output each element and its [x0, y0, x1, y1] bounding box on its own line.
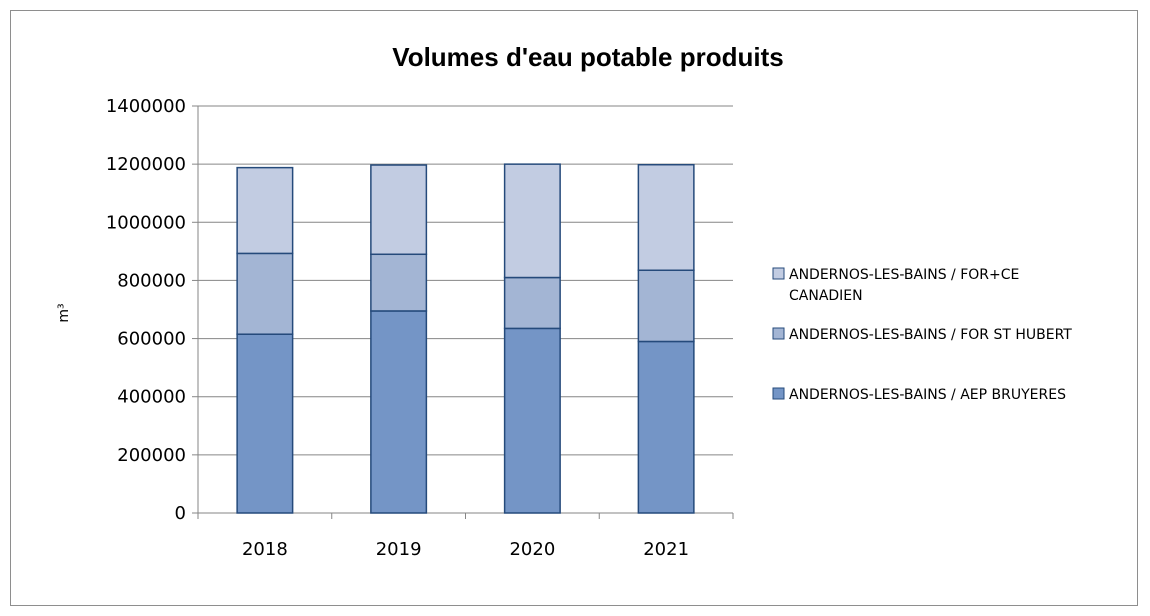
bar-segment	[236, 252, 294, 335]
bar-segment	[503, 327, 561, 514]
chart-title: Volumes d'eau potable produits	[392, 42, 783, 72]
legend-swatch	[772, 387, 785, 400]
bar-segment	[637, 163, 695, 272]
bar-segment	[637, 269, 695, 343]
y-axis: 0 200000 400000 600000 800000 1000000 1200000 1…	[106, 96, 199, 524]
y-tick-label: 800000	[117, 270, 186, 291]
legend-label: ANDERNOS-LES-BAINS / FOR+CE	[789, 267, 1019, 283]
bars	[236, 163, 695, 514]
x-tick-label: 2021	[643, 539, 689, 560]
x-axis: 2018 2019 2020 2021	[197, 512, 734, 560]
x-tick-label: 2019	[376, 539, 422, 560]
y-tick-label: 1400000	[106, 96, 186, 117]
legend-label: ANDERNOS-LES-BAINS / AEP BRUYERES	[789, 387, 1066, 403]
y-axis-label: m³	[56, 303, 72, 322]
y-tick-label: 600000	[117, 329, 186, 350]
legend: ANDERNOS-LES-BAINS / FOR+CE CANADIEN ANDER…	[772, 267, 1072, 403]
y-tick-label: 200000	[117, 445, 186, 466]
y-tick-label: 1200000	[106, 154, 186, 175]
bar-segment	[236, 333, 294, 514]
bar-segment	[370, 310, 428, 514]
legend-swatch	[772, 327, 785, 340]
bar-segment	[236, 166, 294, 255]
bar-segment	[637, 340, 695, 514]
bar-segment	[503, 163, 561, 279]
bar-segment	[503, 276, 561, 330]
legend-swatch	[772, 267, 785, 280]
y-tick-label: 1000000	[106, 212, 186, 233]
y-tick-label: 0	[175, 503, 186, 524]
y-tick-label: 400000	[117, 387, 186, 408]
x-tick-label: 2018	[242, 539, 288, 560]
legend-label: ANDERNOS-LES-BAINS / FOR ST HUBERT	[789, 327, 1072, 343]
x-tick-label: 2020	[509, 539, 555, 560]
bar-segment	[370, 164, 428, 256]
legend-label: CANADIEN	[789, 288, 863, 304]
bar-segment	[370, 253, 428, 312]
